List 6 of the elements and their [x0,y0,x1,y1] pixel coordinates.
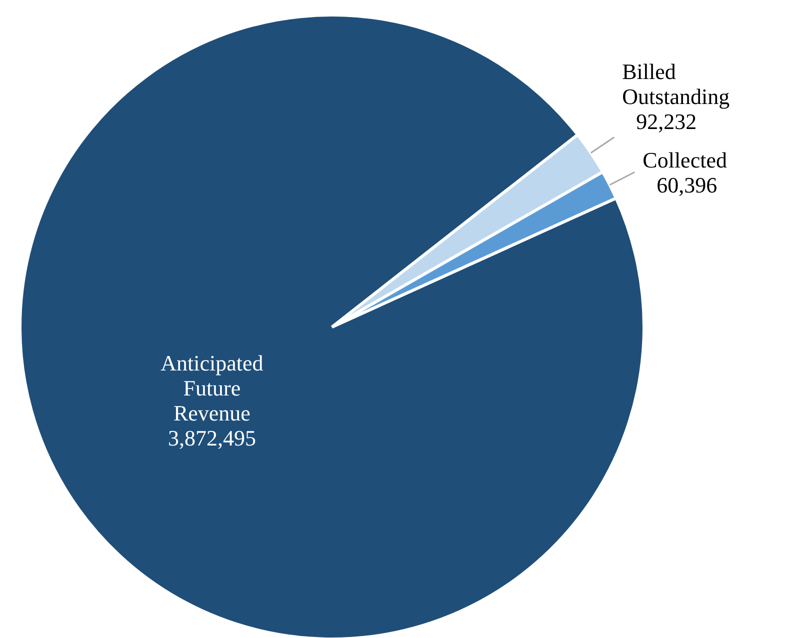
data-label: 92,232 [636,109,697,134]
slice-label: Anticipated Future Revenue [160,350,264,426]
data-label: 3,872,495 [168,425,256,450]
slice-label: Billed Outstanding [622,59,730,110]
data-label: 60,396 [656,172,718,198]
slice-label: Collected [642,148,727,173]
